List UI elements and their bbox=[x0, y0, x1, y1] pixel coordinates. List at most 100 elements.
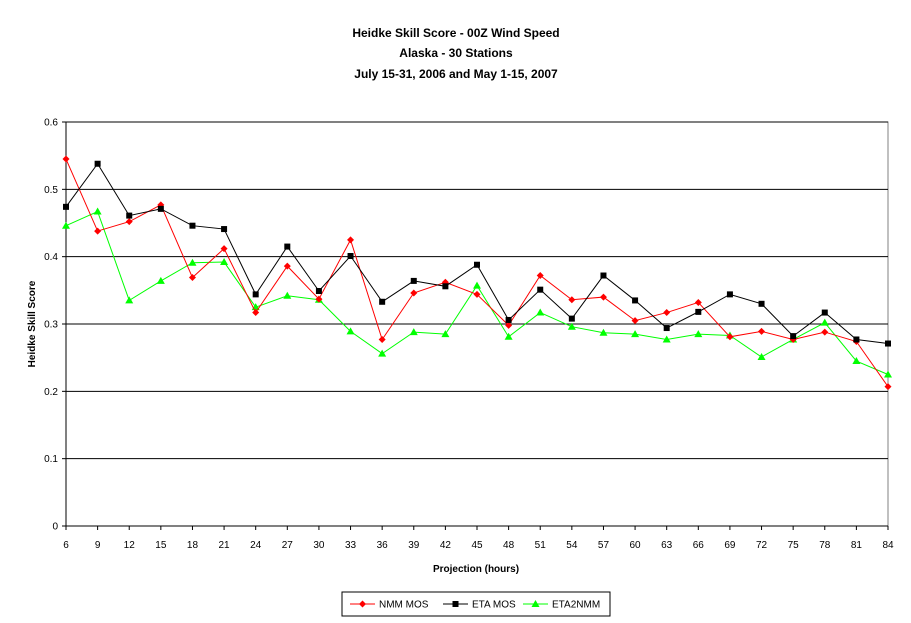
data-point-eta-mos bbox=[758, 300, 765, 307]
data-point-eta2nmm bbox=[631, 330, 640, 338]
series-nmm-mos bbox=[62, 155, 892, 391]
legend-marker-eta-mos bbox=[452, 601, 459, 607]
x-tick-label: 24 bbox=[250, 540, 262, 551]
data-point-eta2nmm bbox=[220, 258, 229, 266]
data-point-eta-mos bbox=[663, 325, 670, 332]
series-eta2nmm bbox=[62, 207, 892, 378]
x-tick-label: 39 bbox=[408, 540, 420, 551]
legend-marker-eta2nmm bbox=[531, 600, 540, 607]
data-point-eta-mos bbox=[63, 203, 69, 210]
data-point-eta2nmm bbox=[852, 357, 861, 365]
x-tick-label: 12 bbox=[124, 540, 136, 551]
x-tick-label: 21 bbox=[219, 540, 231, 551]
x-tick-label: 60 bbox=[630, 540, 642, 551]
x-tick-label: 15 bbox=[155, 540, 167, 551]
data-point-nmm-mos bbox=[505, 321, 513, 329]
data-point-eta2nmm bbox=[283, 291, 292, 299]
legend-marker-nmm-mos bbox=[359, 600, 366, 608]
x-tick-label: 75 bbox=[788, 540, 800, 551]
x-tick-label: 57 bbox=[598, 540, 610, 551]
data-point-nmm-mos bbox=[315, 295, 323, 303]
data-point-eta2nmm bbox=[567, 322, 576, 330]
data-point-eta2nmm bbox=[599, 328, 608, 336]
data-point-nmm-mos bbox=[631, 317, 639, 325]
data-point-eta-mos bbox=[726, 291, 733, 298]
x-tick-label: 81 bbox=[851, 540, 863, 551]
x-tick-label: 42 bbox=[440, 540, 452, 551]
x-tick-label: 48 bbox=[503, 540, 515, 551]
y-tick-label: 0.4 bbox=[44, 252, 58, 263]
data-point-nmm-mos bbox=[378, 335, 386, 343]
data-point-eta2nmm bbox=[156, 276, 165, 284]
y-axis-title: Heidke Skill Score bbox=[27, 280, 38, 367]
data-point-eta-mos bbox=[157, 205, 164, 212]
chart-title-line-2: Alaska - 30 Stations bbox=[399, 46, 513, 60]
legend-label-nmm-mos: NMM MOS bbox=[379, 600, 429, 611]
data-point-eta-mos bbox=[537, 286, 544, 293]
data-point-eta2nmm bbox=[536, 308, 545, 316]
x-tick-labels: 6 9 12 15 18 21 24 27 30 33 36 39 42 45 48 51 54 57 60 63 66… bbox=[63, 540, 894, 551]
data-point-eta-mos bbox=[315, 288, 322, 295]
data-point-nmm-mos bbox=[726, 333, 734, 341]
y-tick-label: 0.1 bbox=[44, 454, 58, 465]
data-point-nmm-mos bbox=[125, 218, 133, 226]
y-tick-label: 0 bbox=[52, 522, 58, 533]
y-tick-labels: 0 0.1 0.2 0.3 0.4 0.5 0.6 bbox=[44, 118, 58, 533]
data-point-eta2nmm bbox=[409, 328, 418, 336]
data-point-eta2nmm bbox=[504, 332, 513, 340]
data-point-nmm-mos bbox=[473, 290, 481, 298]
data-point-eta-mos bbox=[821, 309, 828, 316]
data-point-eta2nmm bbox=[694, 330, 703, 338]
data-point-nmm-mos bbox=[188, 274, 196, 282]
data-point-nmm-mos bbox=[663, 309, 671, 317]
data-point-nmm-mos bbox=[536, 272, 544, 280]
gridlines bbox=[62, 121, 888, 527]
data-point-nmm-mos bbox=[252, 309, 260, 317]
series-eta-mos bbox=[63, 160, 891, 347]
data-point-eta2nmm bbox=[346, 327, 355, 335]
chart-title-line-1: Heidke Skill Score - 00Z Wind Speed bbox=[352, 26, 559, 40]
data-point-eta2nmm bbox=[62, 221, 70, 229]
data-point-eta-mos bbox=[284, 243, 291, 250]
legend-label-eta-mos: ETA MOS bbox=[472, 600, 516, 611]
x-tick-label: 72 bbox=[756, 540, 768, 551]
data-point-nmm-mos bbox=[568, 296, 576, 304]
y-tick-label: 0.6 bbox=[44, 118, 58, 129]
data-point-eta-mos bbox=[347, 252, 354, 259]
data-point-nmm-mos bbox=[410, 289, 418, 297]
x-tick-label: 9 bbox=[95, 540, 101, 551]
data-point-eta-mos bbox=[568, 315, 575, 322]
data-point-eta-mos bbox=[189, 222, 196, 229]
data-point-eta2nmm bbox=[662, 335, 671, 343]
x-tick-label: 66 bbox=[693, 540, 705, 551]
legend-label-eta2nmm: ETA2NMM bbox=[552, 600, 600, 611]
chart-title: Heidke Skill Score - 00Z Wind Speed Alas… bbox=[352, 26, 559, 81]
data-point-nmm-mos bbox=[283, 262, 291, 270]
y-tick-label: 0.2 bbox=[44, 387, 58, 398]
data-point-eta-mos bbox=[790, 333, 797, 340]
x-tick-label: 36 bbox=[377, 540, 389, 551]
x-tick-label: 69 bbox=[724, 540, 736, 551]
x-tick-label: 45 bbox=[471, 540, 483, 551]
data-point-eta2nmm bbox=[884, 370, 892, 378]
x-tick-label: 54 bbox=[566, 540, 578, 551]
y-tick-label: 0.3 bbox=[44, 320, 58, 331]
data-point-eta-mos bbox=[853, 336, 860, 343]
data-point-eta2nmm bbox=[441, 330, 450, 338]
data-point-eta-mos bbox=[379, 298, 386, 305]
data-point-eta2nmm bbox=[125, 296, 134, 304]
data-point-nmm-mos bbox=[758, 327, 766, 335]
data-point-eta-mos bbox=[442, 283, 449, 290]
data-point-eta2nmm bbox=[820, 318, 829, 326]
x-tick-label: 33 bbox=[345, 540, 357, 551]
data-point-nmm-mos bbox=[94, 227, 102, 235]
data-point-eta2nmm bbox=[378, 349, 387, 357]
data-point-eta-mos bbox=[632, 297, 639, 304]
data-point-eta-mos bbox=[885, 340, 891, 347]
data-point-eta-mos bbox=[252, 291, 259, 298]
data-point-eta2nmm bbox=[757, 352, 766, 360]
series-layer bbox=[62, 155, 892, 391]
y-tick-label: 0.5 bbox=[44, 185, 58, 196]
data-point-eta-mos bbox=[505, 316, 512, 323]
chart-title-line-3: July 15-31, 2006 and May 1-15, 2007 bbox=[354, 67, 558, 81]
